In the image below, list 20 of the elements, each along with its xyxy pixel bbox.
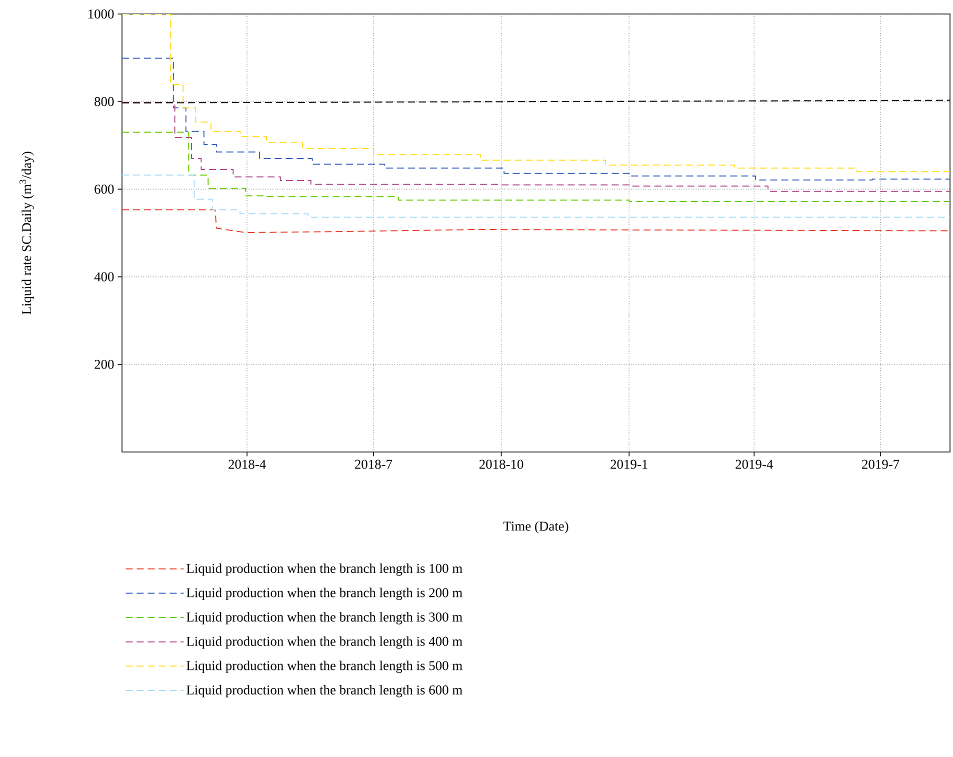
x-tick-label: 2018-10	[479, 460, 524, 469]
legend-label: Liquid production when the branch length is 100 m	[186, 564, 462, 576]
y-tick-label: 800	[94, 97, 114, 106]
y-axis-title: Liquid rate SC.Daily (m$^{3}$/day)	[20, 152, 34, 314]
legend-label: Liquid production when the branch length is 500 m	[186, 660, 462, 673]
x-axis-title: Time (Date)	[503, 521, 568, 534]
x-tick-label: 2019-1	[610, 460, 648, 469]
y-tick-label: 400	[94, 272, 114, 282]
x-tick-label: 2019-7	[862, 460, 900, 469]
y-tick-label: 1000	[88, 9, 114, 19]
y-tick-label: 200	[94, 360, 114, 369]
x-tick-label: 2019-4	[736, 460, 773, 469]
legend-label: Liquid production when the branch length is 600 m	[186, 685, 462, 698]
y-tick-label: 600	[94, 184, 114, 194]
legend-label: Liquid production when the branch length is 200 m	[186, 588, 462, 600]
line-series	[122, 209, 950, 234]
legend-label: Liquid production when the branch length is 300 m	[186, 612, 462, 624]
x-tick-label: 2018-7	[355, 460, 392, 469]
x-tick-label: 2018-4	[228, 460, 266, 469]
legend-label: Liquid production when the branch length is 400 m	[186, 636, 462, 649]
